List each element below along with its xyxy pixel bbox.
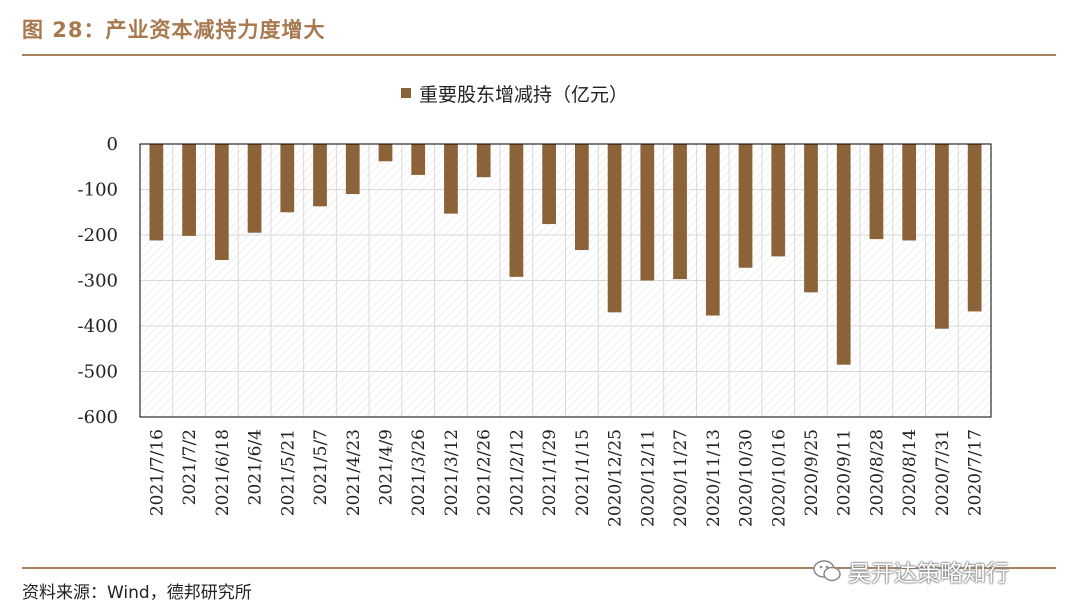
y-tick-label: -100 (78, 180, 118, 201)
x-tick-label: 2020/10/16 (769, 429, 789, 527)
bar (378, 144, 393, 162)
x-tick-label: 2021/7/2 (180, 429, 200, 505)
x-tick-label: 2020/8/14 (900, 429, 920, 516)
legend: 重要股东增减持（亿元） (401, 84, 628, 106)
title-rule (22, 54, 1056, 56)
x-tick-label: 2020/9/25 (802, 429, 822, 516)
bar (771, 144, 786, 257)
x-tick-label: 2020/11/27 (671, 429, 691, 527)
x-tick-label: 2020/10/30 (737, 429, 757, 527)
bar (640, 144, 655, 281)
bar (182, 144, 196, 236)
x-tick-label: 2021/5/7 (311, 429, 331, 505)
x-tick-label: 2021/2/26 (475, 429, 495, 516)
x-tick-label: 2021/5/21 (278, 429, 298, 516)
x-tick-label: 2021/1/29 (540, 429, 560, 516)
x-tick-label: 2021/2/12 (507, 429, 527, 516)
bar (705, 144, 720, 316)
watermark: 吴开达策略知行 (812, 554, 1009, 588)
x-tick-label: 2020/12/25 (606, 429, 626, 527)
x-tick-label: 2021/6/18 (213, 429, 233, 516)
source-note: 资料来源：Wind，德邦研究所 (22, 583, 252, 603)
bar (804, 144, 818, 293)
bar (542, 144, 557, 225)
bar (673, 144, 687, 280)
bar (411, 144, 426, 175)
y-tick-label: -400 (78, 316, 118, 337)
bar (869, 144, 884, 240)
x-tick-label: 2020/11/13 (704, 429, 724, 527)
x-tick-label: 2020/9/11 (835, 429, 855, 516)
bar (345, 144, 360, 195)
footer-rule (22, 567, 1056, 569)
bar (313, 144, 327, 207)
x-tick-label: 2020/8/28 (867, 429, 887, 516)
wechat-icon (812, 558, 842, 584)
bar (149, 144, 164, 241)
legend-label: 重要股东增减持（亿元） (419, 84, 628, 106)
watermark-text: 吴开达策略知行 (848, 561, 1009, 587)
legend-swatch (401, 88, 411, 98)
x-tick-label: 2021/3/26 (409, 429, 429, 516)
bar (607, 144, 622, 313)
bar (935, 144, 949, 329)
figure-title: 图 28：产业资本减持力度增大 (22, 18, 326, 42)
x-tick-label: 2021/6/4 (246, 429, 266, 505)
bar (214, 144, 229, 261)
y-tick-label: -500 (78, 362, 118, 383)
bar (738, 144, 753, 268)
x-tick-label: 2020/12/11 (638, 429, 658, 527)
bar-chart: 0 -100 -200 -300 -400 -500 -600 2021/7/16 2021/… (78, 84, 992, 527)
x-tick-label: 2021/4/23 (344, 429, 364, 516)
bar (967, 144, 982, 312)
y-tick-label: -200 (78, 225, 118, 246)
plot-frame (139, 143, 992, 418)
x-tick-label: 2021/1/15 (573, 429, 593, 516)
x-tick-label: 2020/7/17 (966, 429, 986, 516)
x-tick-label: 2021/7/16 (147, 429, 167, 516)
y-tick-label: -300 (78, 271, 118, 292)
bar (476, 144, 491, 178)
bar (444, 144, 458, 214)
x-tick-label: 2021/3/12 (442, 429, 462, 516)
bar (902, 144, 917, 241)
x-tick-label: 2020/7/31 (933, 429, 953, 516)
bar (836, 144, 851, 365)
x-tick-label: 2021/4/9 (376, 429, 396, 505)
bar (509, 144, 524, 277)
bar (574, 144, 589, 251)
y-tick-label: -600 (78, 407, 118, 428)
y-tick-label: 0 (107, 134, 118, 155)
bar (280, 144, 295, 213)
bar (247, 144, 262, 233)
